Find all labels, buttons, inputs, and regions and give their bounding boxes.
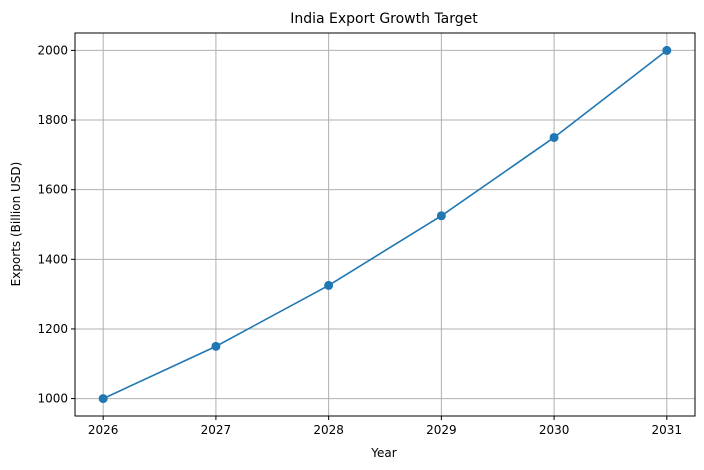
ticks: 2026 2027 2028 2029 2030 2031 1000 1200 1400 1600… <box>37 43 682 437</box>
data-point <box>436 211 446 221</box>
y-axis-label: Exports (Billion USD) <box>9 162 23 287</box>
x-tick-label: 2028 <box>313 423 344 437</box>
y-tick-label: 1400 <box>37 252 68 266</box>
data-point <box>98 394 108 404</box>
y-tick-label: 1800 <box>37 113 68 127</box>
x-axis-label: Year <box>370 446 396 460</box>
x-tick-label: 2029 <box>426 423 457 437</box>
chart-title: India Export Growth Target <box>290 11 478 27</box>
x-tick-label: 2030 <box>539 423 570 437</box>
y-tick-label: 1200 <box>37 322 68 336</box>
data-point <box>211 341 221 351</box>
y-tick-label: 1600 <box>37 183 68 197</box>
data-point <box>549 132 559 142</box>
x-tick-label: 2026 <box>88 423 119 437</box>
data-point <box>324 280 334 290</box>
y-tick-label: 2000 <box>37 43 68 57</box>
series-line <box>102 49 668 400</box>
y-tick-label: 1000 <box>37 392 68 406</box>
x-tick-label: 2031 <box>652 423 683 437</box>
grid <box>75 33 695 416</box>
data-point <box>662 45 672 55</box>
series <box>98 45 672 404</box>
x-tick-label: 2027 <box>201 423 232 437</box>
plot-frame <box>74 32 696 417</box>
